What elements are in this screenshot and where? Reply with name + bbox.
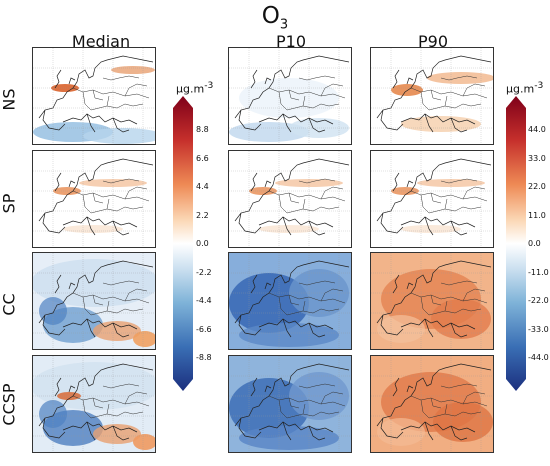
colorbar-tick-label: -11.0 bbox=[528, 267, 549, 277]
column-header-p90: P90 bbox=[417, 32, 448, 51]
colorbar-tick-label: 8.8 bbox=[196, 125, 209, 134]
column-header-median: Median bbox=[71, 32, 131, 51]
colorbar-tick-label: -4.4 bbox=[196, 296, 212, 305]
colorbar-tick-label: 22.0 bbox=[528, 182, 546, 191]
colorbar-tick-label: -44.0 bbox=[528, 353, 549, 362]
row-header-sp: SP bbox=[0, 193, 19, 214]
map-panel-cc-p90 bbox=[370, 252, 494, 350]
percentile-colorbar bbox=[506, 96, 526, 391]
colorbar-tick-label: 0.0 bbox=[528, 239, 541, 248]
map-panel-cc-p10 bbox=[228, 252, 352, 350]
colorbar-tick-label: 2.2 bbox=[196, 210, 209, 220]
colorbar-tick-label: -22.0 bbox=[528, 296, 549, 305]
map-panel-ns-p10 bbox=[228, 47, 352, 145]
figure-title: O3 bbox=[261, 3, 289, 33]
median-colorbar bbox=[173, 96, 193, 391]
colorbar-tick-label: 11.0 bbox=[528, 210, 546, 220]
colorbar-tick-label: 6.6 bbox=[196, 153, 209, 163]
colorbar-tick-label: -8.8 bbox=[196, 353, 212, 362]
map-panel-sp-p10 bbox=[228, 150, 352, 248]
row-header-cc: CC bbox=[0, 293, 19, 316]
column-header-p10: P10 bbox=[275, 32, 306, 51]
map-panel-sp-median bbox=[32, 150, 156, 248]
map-panel-sp-p90 bbox=[370, 150, 494, 248]
colorbar-tick-label: 0.0 bbox=[196, 239, 209, 248]
row-header-ccsp: CCSP bbox=[0, 383, 19, 426]
map-panel-cc-median bbox=[32, 252, 156, 350]
percentile-colorbar-unit: μg.m-3 bbox=[506, 80, 544, 96]
map-panel-ccsp-median bbox=[32, 355, 156, 453]
colorbar-tick-label: -2.2 bbox=[196, 267, 212, 277]
map-panel-ns-p90 bbox=[370, 47, 494, 145]
median-colorbar-unit: μg.m-3 bbox=[176, 80, 214, 96]
map-panel-ccsp-p10 bbox=[228, 355, 352, 453]
row-header-ns: NS bbox=[0, 88, 19, 111]
colorbar-tick-label: 44.0 bbox=[528, 125, 546, 134]
colorbar-tick-label: 4.4 bbox=[196, 182, 209, 191]
colorbar-tick-label: -33.0 bbox=[528, 324, 549, 334]
map-panel-ns-median bbox=[32, 47, 156, 145]
map-panel-ccsp-p90 bbox=[370, 355, 494, 453]
colorbar-tick-label: 33.0 bbox=[528, 153, 546, 163]
colorbar-tick-label: -6.6 bbox=[196, 324, 212, 334]
